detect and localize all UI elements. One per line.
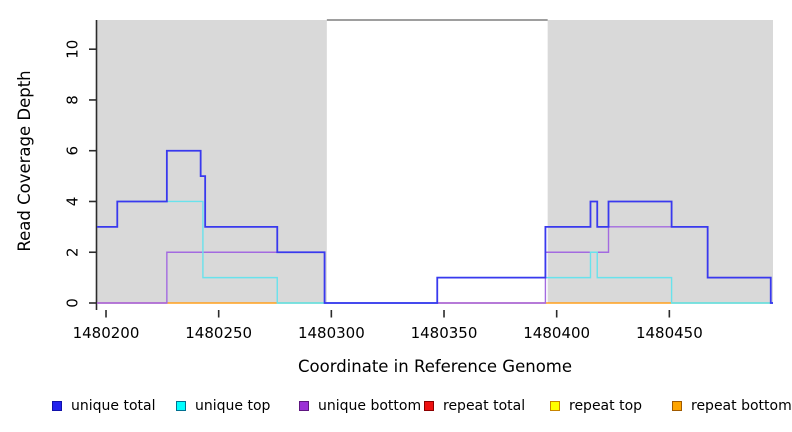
legend-label: repeat bottom: [691, 398, 792, 414]
shaded-region: [97, 20, 327, 303]
legend-item-unique-bottom: unique bottom: [299, 398, 421, 414]
x-tick-label: 1480350: [411, 324, 478, 342]
legend-item-repeat-total: repeat total: [424, 398, 525, 414]
chart-legend: unique total unique top unique bottom repea…: [0, 398, 792, 420]
shaded-regions: [97, 20, 773, 303]
x-tick-label: 1480450: [636, 324, 703, 342]
legend-label: repeat total: [443, 398, 526, 414]
legend-item-repeat-top: repeat top: [550, 398, 642, 414]
x-tick-label: 1480250: [185, 324, 252, 342]
legend-label: repeat top: [569, 398, 643, 414]
legend-swatch-repeat-total: [424, 401, 434, 411]
legend-item-unique-top: unique top: [176, 398, 270, 414]
legend-item-repeat-bottom: repeat bottom: [672, 398, 792, 414]
legend-label: unique top: [195, 398, 271, 414]
x-tick-label: 1480200: [73, 324, 140, 342]
y-tick-label: 6: [64, 146, 82, 156]
y-tick-label: 4: [64, 197, 82, 207]
legend-item-unique-total: unique total: [52, 398, 155, 414]
y-axis: 0 2 4 6 8 10: [64, 20, 98, 310]
x-axis: 1480200 1480250 1480300 1480350 1480400 14804…: [73, 310, 703, 342]
x-axis-title: Coordinate in Reference Genome: [298, 357, 572, 376]
y-axis-title: Read Coverage Depth: [15, 70, 34, 251]
legend-label: unique bottom: [318, 398, 422, 414]
series-unique-total: [97, 149, 773, 304]
y-tick-label: 8: [64, 95, 82, 105]
legend-swatch-repeat-top: [550, 401, 560, 411]
x-tick-label: 1480300: [298, 324, 365, 342]
series-lines: [97, 149, 773, 304]
x-tick-label: 1480400: [523, 324, 590, 342]
legend-swatch-repeat-bottom: [672, 401, 682, 411]
legend-swatch-unique-bottom: [299, 401, 309, 411]
y-tick-label: 2: [64, 247, 82, 257]
legend-swatch-unique-top: [176, 401, 186, 411]
legend-swatch-unique-total: [52, 401, 62, 411]
y-tick-label: 10: [64, 40, 82, 59]
shaded-region: [547, 20, 773, 303]
legend-label: unique total: [71, 398, 156, 414]
y-tick-label: 0: [64, 298, 82, 308]
